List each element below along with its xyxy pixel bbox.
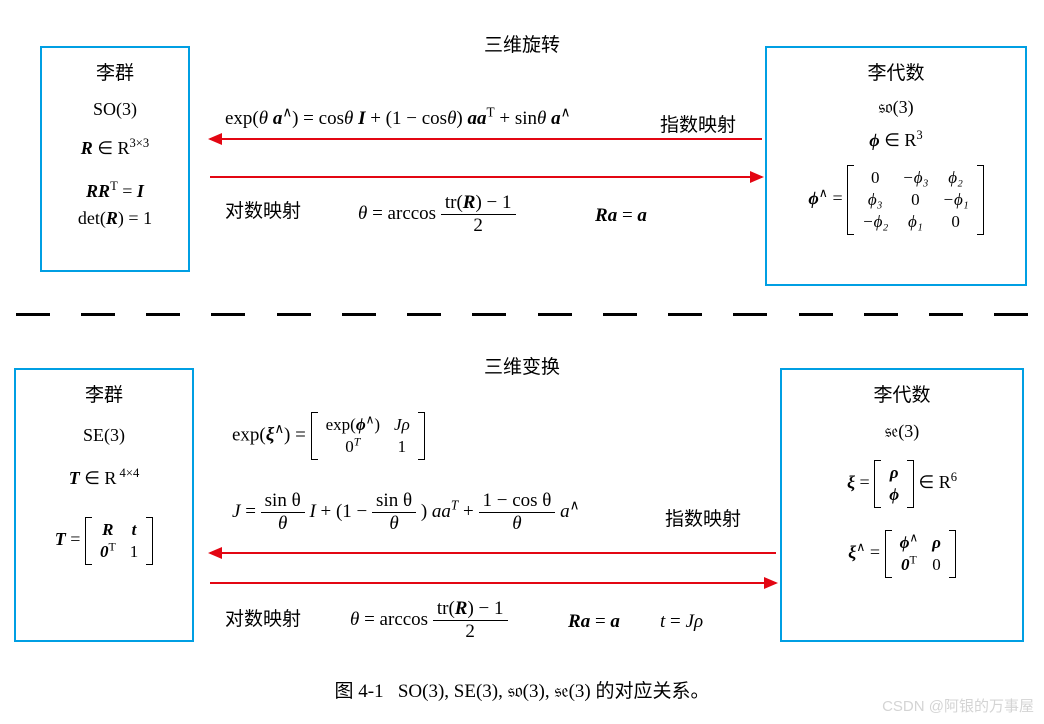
arrow-log-se3 bbox=[210, 582, 776, 584]
log-t-se3: t = Jρ bbox=[660, 611, 703, 633]
box-lie-group-so3: 李群 SO(3) R ∈ R3×3 RRT = I det(R) = 1 bbox=[40, 46, 190, 272]
se3-elem: T ∈ R 4×4 bbox=[16, 468, 192, 489]
log-ra-se3: Ra = a bbox=[568, 611, 620, 633]
log-theta-so3: θ = arccos tr(R) − 12 bbox=[358, 192, 516, 237]
lie-alg-title: 李代数 bbox=[767, 58, 1025, 85]
box-lie-alg-se3: 李代数 𝔰𝔢(3) ξ = ρ ϕ ∈ R6 ξ∧ = ϕ∧ρ 0T0 bbox=[780, 368, 1024, 642]
log-label-bot: 对数映射 bbox=[225, 604, 301, 631]
log-theta-se3: θ = arccos tr(R) − 12 bbox=[350, 598, 508, 643]
se3-alg-xi: ξ = ρ ϕ ∈ R6 bbox=[782, 460, 1022, 508]
exp-formula-so3: exp(θ a∧) = cosθ I + (1 − cosθ) aaT + si… bbox=[225, 108, 570, 130]
box-lie-group-se3: 李群 SE(3) T ∈ R 4×4 T = Rt 0T1 bbox=[14, 368, 194, 642]
log-label-top: 对数映射 bbox=[225, 196, 301, 223]
j-formula-se3: J = sin θθ I + (1 − sin θθ ) aaT + 1 − c… bbox=[232, 490, 579, 535]
exp-label-bot: 指数映射 bbox=[665, 504, 741, 531]
exp-label-top: 指数映射 bbox=[660, 110, 736, 137]
arrow-exp-so3 bbox=[210, 138, 762, 140]
arrow-exp-se3 bbox=[210, 552, 776, 554]
arrow-log-so3 bbox=[210, 176, 762, 178]
se3-name: SE(3) bbox=[16, 425, 192, 446]
exp-mat-se3: exp(ξ∧) = exp(ϕ∧) Jρ 0T 1 bbox=[232, 412, 425, 460]
se3-alg-name: 𝔰𝔢(3) bbox=[782, 421, 1022, 442]
lie-group-title: 李群 bbox=[42, 58, 188, 85]
lie-alg-title-2: 李代数 bbox=[782, 380, 1022, 407]
so3-orth: RRT = I bbox=[42, 181, 188, 202]
log-ra-so3: Ra = a bbox=[595, 205, 647, 227]
so3-elem: R ∈ R3×3 bbox=[42, 138, 188, 159]
so3-alg-hat: ϕ∧ = 0 −ϕ₃ ϕ₂ ϕ₃ 0 −ϕ₁ −ϕ₂ ϕ₁ 0 bbox=[767, 165, 1025, 235]
se3-mat: T = Rt 0T1 bbox=[16, 517, 192, 565]
watermark: CSDN @阿银的万事屋 bbox=[882, 695, 1034, 716]
so3-alg-name: 𝔰𝔬(3) bbox=[767, 97, 1025, 118]
so3-alg-elem: ϕ ∈ R3 bbox=[767, 130, 1025, 151]
so3-det: det(R) = 1 bbox=[42, 208, 188, 229]
so3-name: SO(3) bbox=[42, 99, 188, 120]
se3-alg-xihat: ξ∧ = ϕ∧ρ 0T0 bbox=[782, 530, 1022, 578]
box-lie-alg-so3: 李代数 𝔰𝔬(3) ϕ ∈ R3 ϕ∧ = 0 −ϕ₃ ϕ₂ ϕ₃ 0 −ϕ₁ … bbox=[765, 46, 1027, 286]
divider bbox=[0, 313, 1044, 316]
lie-group-title-2: 李群 bbox=[16, 380, 192, 407]
